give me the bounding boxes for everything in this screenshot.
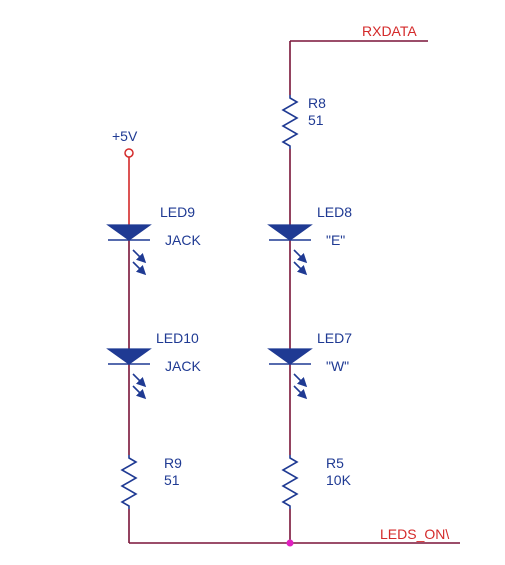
power-symbol-5v[interactable]: +5V [112, 128, 138, 158]
led7-symbol[interactable] [267, 348, 313, 400]
led9-ref: LED9 [160, 204, 195, 220]
r8-value: 51 [308, 112, 324, 128]
led8-value: "E" [326, 232, 345, 248]
rxdata-net-label[interactable]: RXDATA [362, 23, 417, 39]
junction-dot [286, 539, 294, 547]
led10-symbol[interactable] [106, 348, 152, 400]
r9-symbol[interactable] [120, 455, 138, 509]
r8-symbol[interactable] [281, 95, 299, 149]
led7-ref: LED7 [317, 330, 352, 346]
led9-symbol[interactable] [106, 224, 152, 276]
led8-symbol[interactable] [267, 224, 313, 276]
r9-ref: R9 [164, 455, 182, 471]
power-label: +5V [112, 128, 138, 144]
r8-ref: R8 [308, 95, 326, 111]
led8-ref: LED8 [317, 204, 352, 220]
r5-value: 10K [326, 472, 352, 488]
right-branch-wires [289, 40, 428, 543]
leds-on-net-label[interactable]: LEDS_ON\ [380, 526, 449, 542]
r5-symbol[interactable] [281, 455, 299, 509]
r5-ref: R5 [326, 455, 344, 471]
led10-value: JACK [165, 358, 201, 374]
led10-ref: LED10 [156, 330, 199, 346]
led7-value: "W" [326, 358, 349, 374]
led9-value: JACK [165, 232, 201, 248]
r9-value: 51 [164, 472, 180, 488]
